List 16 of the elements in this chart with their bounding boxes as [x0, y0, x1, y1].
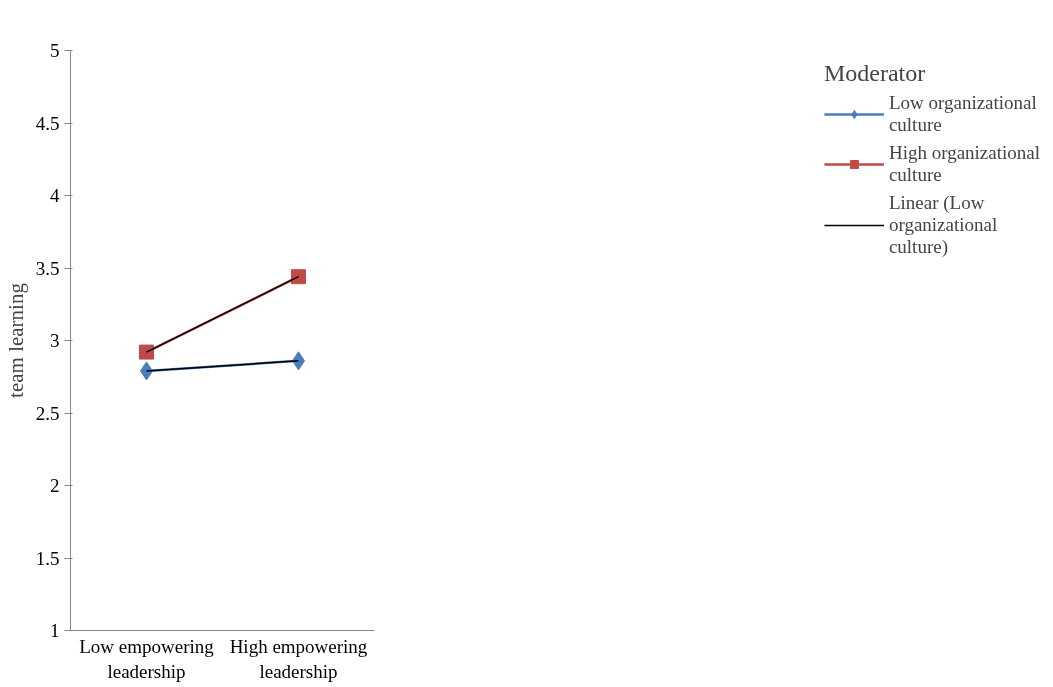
- y-tick-label: 3: [50, 330, 60, 351]
- y-tick-label: 4: [50, 185, 60, 206]
- x-tick-label: Low empowering leadership: [79, 635, 215, 682]
- y-tick-label: 2.5: [35, 402, 60, 424]
- y-tick-label: 4.5: [35, 112, 60, 134]
- legend-label: Low organizational culture: [888, 92, 1037, 136]
- x-tick-label: High empowering leadership: [229, 635, 368, 682]
- legend-title: Moderator: [823, 60, 927, 87]
- legend-label: High organizational culture: [888, 142, 1040, 186]
- y-tick-label: 5: [50, 40, 60, 61]
- y-tick-label: 2: [50, 475, 60, 496]
- y-tick-label: 1.5: [35, 547, 60, 569]
- y-tick-label: 1: [50, 620, 60, 641]
- legend-label: Linear (Low organizational culture): [888, 192, 998, 258]
- y-tick-label: 3.5: [35, 257, 60, 279]
- y-axis-title: team learning: [3, 282, 28, 398]
